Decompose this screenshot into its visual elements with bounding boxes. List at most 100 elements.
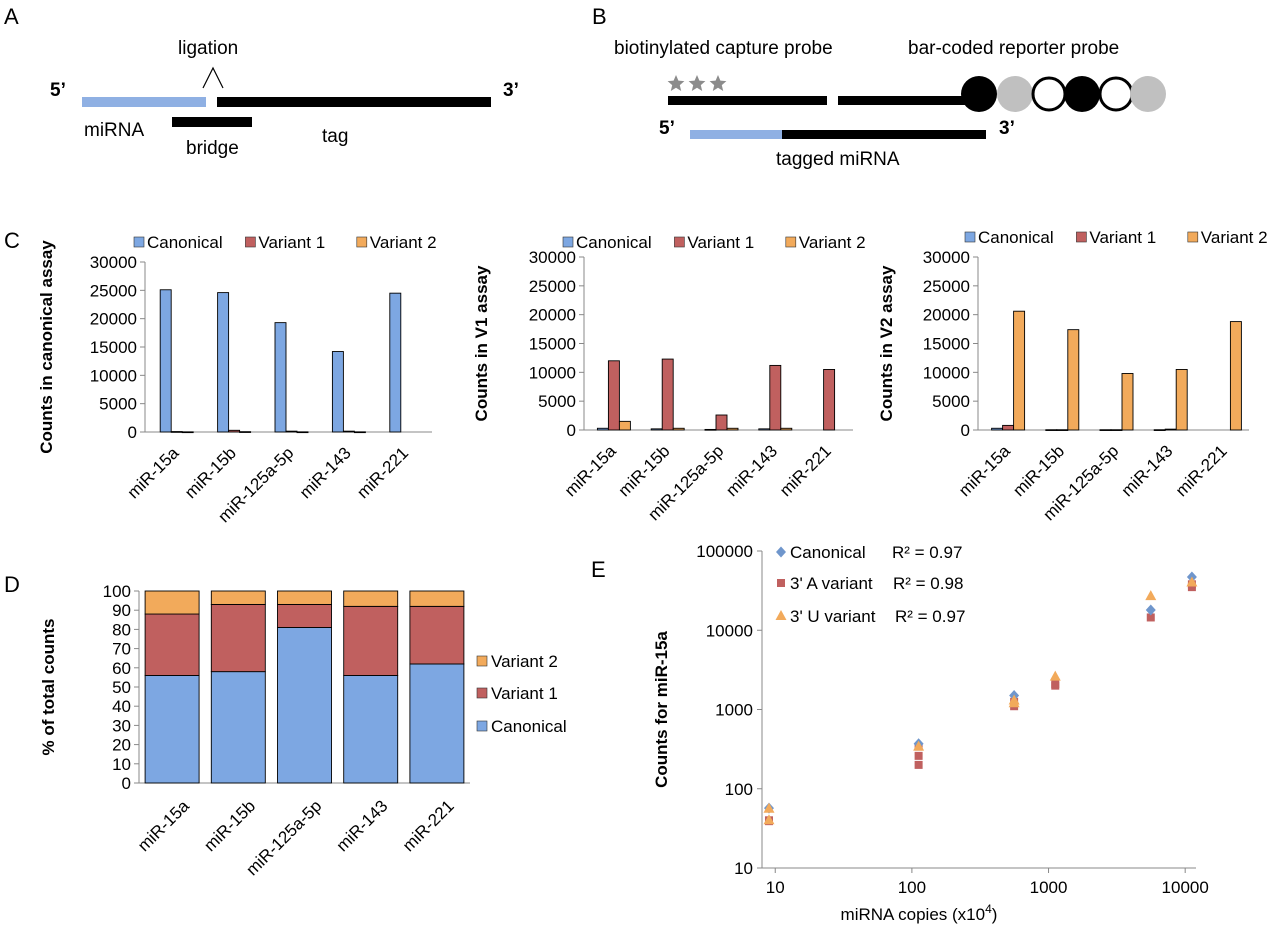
y-tick-label: 5000 xyxy=(538,392,576,411)
bar xyxy=(769,364,782,431)
y-tick-label: 15000 xyxy=(923,335,970,354)
bar xyxy=(1099,429,1112,431)
legend-label: Variant 1 xyxy=(491,684,558,703)
y-tick-label: 15000 xyxy=(529,335,576,354)
data-point xyxy=(1145,604,1156,616)
stacked-bar-segment xyxy=(144,675,200,784)
r-squared-label: R² = 0.97 xyxy=(892,543,962,562)
data-point xyxy=(763,802,775,813)
bar xyxy=(285,430,298,433)
panel-d-letter: D xyxy=(4,572,20,597)
legend-label: Variant 1 xyxy=(687,233,754,252)
legend-label: Canonical xyxy=(790,543,866,562)
star-icon xyxy=(709,75,727,91)
stacked-bar-segment xyxy=(409,605,465,665)
stacked-bar-segment xyxy=(343,605,399,676)
y-tick-label: 25000 xyxy=(90,281,137,300)
biotin-stars xyxy=(667,75,727,91)
bar xyxy=(726,427,739,431)
legend-label: 3' A variant xyxy=(790,574,873,593)
legend-swatch xyxy=(785,236,797,248)
y-tick-label: 5000 xyxy=(932,392,970,411)
data-point xyxy=(1145,590,1157,601)
x-tick-label: miR-221 xyxy=(776,441,835,500)
stacked-bar-segment xyxy=(343,675,399,784)
bar xyxy=(672,427,685,431)
y-tick-label: 10000 xyxy=(706,621,753,640)
tagged-mirna-tag xyxy=(782,130,986,139)
x-tick-label: miR-15a xyxy=(124,443,183,502)
panel-a: A ligation 5’ 3’ miRNA bridge tag xyxy=(4,4,519,159)
x-tick-label: miR-15a xyxy=(134,796,193,855)
bar xyxy=(1229,321,1242,431)
data-point xyxy=(763,814,775,825)
bar xyxy=(1002,424,1015,431)
x-tick-label: miR-143 xyxy=(296,443,355,502)
x-axis-label: miRNA copies (x104) xyxy=(841,902,998,924)
stacked-bar-segment xyxy=(409,590,465,607)
panel-c-letter: C xyxy=(4,228,20,253)
bar xyxy=(1175,369,1188,431)
stacked-bar-segment xyxy=(277,627,332,784)
legend-swatch xyxy=(1076,231,1087,243)
x-tick-label: miR-15b xyxy=(181,443,240,502)
y-tick-label: 25000 xyxy=(529,277,576,296)
data-point xyxy=(1186,576,1198,587)
chart-v1-assay: 0 5000 10000 15000 20000 25000 30000 Counts in … xyxy=(472,233,866,524)
panel-a-three-prime: 3’ xyxy=(503,80,519,101)
y-axis-label: Counts for miR-15a xyxy=(652,631,671,788)
y-tick-label: 20000 xyxy=(529,306,576,325)
panel-e-letter: E xyxy=(591,557,606,582)
legend-label: Canonical xyxy=(491,717,567,736)
data-point xyxy=(1049,670,1061,681)
legend-label: Variant 1 xyxy=(1089,228,1156,247)
y-axis-label: Counts in V1 assay xyxy=(472,265,491,421)
chart-canonical-assay: 0 5000 10000 15000 20000 25000 30000 Counts in … xyxy=(37,233,437,526)
tag-strand xyxy=(217,97,491,107)
bar xyxy=(353,431,366,434)
bar xyxy=(1013,310,1026,431)
x-tick-label: miR-143 xyxy=(722,441,781,500)
y-tick-label: 25000 xyxy=(923,277,970,296)
legend-swatch xyxy=(245,236,256,248)
y-tick-label: 100 xyxy=(725,780,753,799)
y-tick-label: 10 xyxy=(734,859,753,878)
bar xyxy=(1110,429,1123,431)
star-icon xyxy=(688,75,706,91)
y-tick-label: 20000 xyxy=(923,306,970,325)
bar xyxy=(715,414,728,431)
capture-probe-strand xyxy=(668,96,827,105)
bridge-strand xyxy=(172,117,252,127)
x-tick-label: miR-15a xyxy=(561,441,620,500)
x-tick-label: miR-221 xyxy=(353,443,412,502)
bead-grey xyxy=(1130,76,1166,112)
x-axis-label-superscript: 4 xyxy=(985,902,992,916)
chart-v2-assay: 0 5000 10000 15000 20000 25000 30000 Counts in … xyxy=(877,228,1268,524)
barcode-beads xyxy=(961,76,1166,112)
x-axis-label-main: miRNA copies (x10 xyxy=(841,905,986,924)
y-tick-label: 90 xyxy=(112,601,131,620)
y-tick-label: 100000 xyxy=(696,542,753,561)
y-tick-label: 50 xyxy=(112,678,131,697)
y-tick-label: 10000 xyxy=(923,363,970,382)
bar xyxy=(274,322,287,433)
stacked-bar-segment xyxy=(210,603,266,673)
data-point xyxy=(1008,697,1020,708)
bead-grey xyxy=(997,76,1033,112)
bar xyxy=(1121,373,1134,431)
reporter-probe-label: bar-coded reporter probe xyxy=(908,38,1119,59)
bar xyxy=(618,420,631,431)
legend-label: Variant 2 xyxy=(799,233,866,252)
stacked-bar-segment xyxy=(277,603,332,628)
legend-label: Variant 2 xyxy=(370,233,437,252)
bar xyxy=(217,292,230,433)
bar xyxy=(181,431,194,434)
bar xyxy=(331,351,344,433)
y-tick-label: 10000 xyxy=(90,366,137,385)
star-icon xyxy=(667,75,685,91)
y-tick-label: 10000 xyxy=(529,363,576,382)
panel-b-three-prime: 3’ xyxy=(999,118,1015,139)
panel-b-letter: B xyxy=(592,4,607,29)
bar xyxy=(661,358,674,431)
